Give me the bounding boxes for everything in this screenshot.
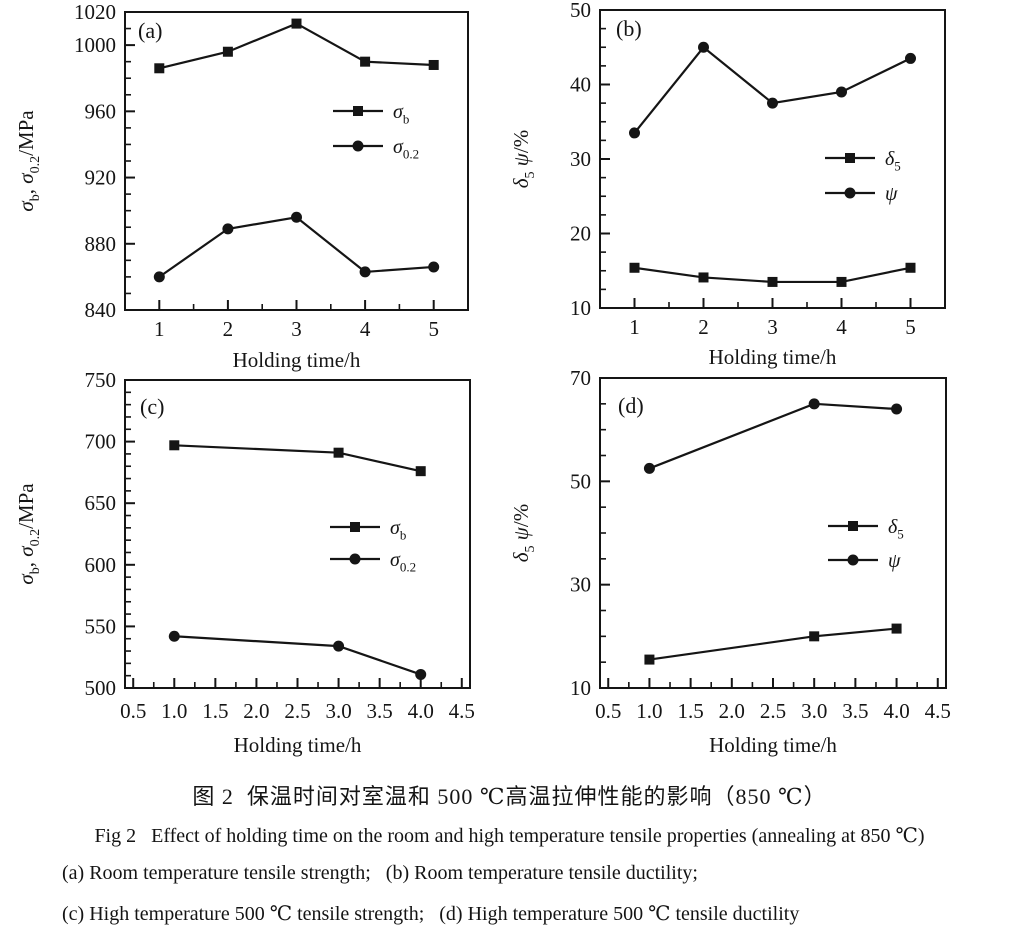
chart-b-axes: 1 2 3 4 5 10 20 30 40 50 <box>570 0 916 339</box>
chart-d-series-delta_5 <box>644 623 902 665</box>
chart-c-xlabel: Holding time/h <box>234 733 362 757</box>
svg-text:δ5: δ5 <box>885 148 901 174</box>
chart-a-ylabel: σb, σ0.2/MPa <box>14 110 43 212</box>
chart-d-series-psi <box>643 398 903 474</box>
chart-c-axes: 0.5 1.0 1.5 2.0 2.5 3.0 3.5 4.0 4.5 500 550 600 650 7… <box>85 368 475 723</box>
svg-text:70: 70 <box>570 366 591 390</box>
svg-text:2.5: 2.5 <box>760 699 786 723</box>
svg-text:4.5: 4.5 <box>925 699 951 723</box>
chart-a-series-sigma_0.2 <box>153 211 440 283</box>
svg-text:50: 50 <box>570 0 591 22</box>
chart-c-frame <box>124 379 471 689</box>
svg-text:4.0: 4.0 <box>883 699 909 723</box>
svg-text:1.5: 1.5 <box>202 699 228 723</box>
svg-text:0.5: 0.5 <box>595 699 621 723</box>
svg-text:5: 5 <box>905 315 916 339</box>
svg-text:650: 650 <box>85 491 117 515</box>
svg-text:1: 1 <box>629 315 640 339</box>
svg-text:3: 3 <box>767 315 778 339</box>
chart-a-xlabel: Holding time/h <box>233 348 361 372</box>
svg-text:1.0: 1.0 <box>161 699 187 723</box>
svg-text:4: 4 <box>360 317 371 341</box>
chart-d-ylabel: δ5 ψ/% <box>509 504 538 562</box>
svg-text:3: 3 <box>291 317 302 341</box>
svg-text:ψ: ψ <box>888 550 901 572</box>
svg-text:3.5: 3.5 <box>842 699 868 723</box>
svg-text:960: 960 <box>85 99 117 123</box>
chart-c: 0.5 1.0 1.5 2.0 2.5 3.0 3.5 4.0 4.5 500 550 600 650 7… <box>14 368 475 757</box>
chart-a-axes: 1 2 3 4 5 840 880 920 960 1000 1020 <box>74 0 439 341</box>
svg-text:30: 30 <box>570 573 591 597</box>
chart-d-axes: 0.5 1.0 1.5 2.0 2.5 3.0 3.5 4.0 4.5 10 30 50 70 <box>570 366 951 723</box>
caption-english: Fig 2 Effect of holding time on the room… <box>94 825 925 847</box>
svg-text:1.0: 1.0 <box>636 699 662 723</box>
svg-text:3.0: 3.0 <box>801 699 827 723</box>
svg-text:2: 2 <box>223 317 234 341</box>
svg-text:δ5: δ5 <box>888 516 904 542</box>
svg-text:2.5: 2.5 <box>284 699 310 723</box>
svg-text:20: 20 <box>570 222 591 246</box>
svg-text:920: 920 <box>85 166 117 190</box>
svg-text:0.5: 0.5 <box>120 699 146 723</box>
svg-text:σb: σb <box>393 101 409 127</box>
chart-c-panel-label: (c) <box>140 394 164 419</box>
chart-a-frame <box>124 11 469 311</box>
svg-text:550: 550 <box>85 614 117 638</box>
svg-text:4: 4 <box>836 315 847 339</box>
chart-a-panel-label: (a) <box>138 18 162 43</box>
svg-text:40: 40 <box>570 73 591 97</box>
chart-c-legend: σb σ0.2 <box>330 517 416 575</box>
chart-b-series-psi <box>629 41 916 139</box>
svg-text:2.0: 2.0 <box>719 699 745 723</box>
chart-a-legend: σb σ0.2 <box>333 101 419 162</box>
svg-text:750: 750 <box>85 368 117 392</box>
svg-text:1000: 1000 <box>74 33 116 57</box>
chart-b-series-delta_5 <box>629 262 916 287</box>
caption-subitems-ab: (a) Room temperature tensile strength; (… <box>62 862 698 884</box>
svg-text:1: 1 <box>154 317 165 341</box>
svg-text:1020: 1020 <box>74 0 116 24</box>
chart-a-series-sigma_b <box>154 18 439 74</box>
svg-text:30: 30 <box>570 147 591 171</box>
svg-text:σb: σb <box>390 517 406 543</box>
chart-d-xlabel: Holding time/h <box>709 733 837 757</box>
svg-text:2: 2 <box>698 315 709 339</box>
chart-c-series-sigma_0.2 <box>168 630 427 680</box>
svg-text:4.5: 4.5 <box>449 699 475 723</box>
svg-text:3.5: 3.5 <box>367 699 393 723</box>
charts-canvas: 1 2 3 4 584088092096010001020σbσ0.2(a)Holdin… <box>14 0 951 757</box>
chart-d-legend: δ5 ψ <box>828 516 904 572</box>
chart-c-series-sigma_b <box>169 440 426 477</box>
chart-b-legend: δ5 ψ <box>825 148 901 205</box>
chart-b-frame <box>599 9 946 309</box>
chart-b-xlabel: Holding time/h <box>709 345 837 369</box>
caption-chinese: 图 2 保温时间对室温和 500 ℃高温拉伸性能的影响（850 ℃） <box>192 784 827 809</box>
chart-b: 1 2 3 4 5 10 20 30 40 50 δ5 ψ (b) Holding time/h δ5 ψ/… <box>509 0 946 369</box>
chart-b-ylabel: δ5 ψ/% <box>509 130 538 188</box>
chart-d-frame <box>599 377 947 689</box>
svg-text:50: 50 <box>570 469 591 493</box>
chart-d: 0.5 1.0 1.5 2.0 2.5 3.0 3.5 4.0 4.5 10 30 50 70 δ5 ψ (d… <box>509 366 951 757</box>
svg-text:500: 500 <box>85 676 117 700</box>
svg-text:2.0: 2.0 <box>243 699 269 723</box>
chart-b-panel-label: (b) <box>616 16 642 41</box>
svg-text:4.0: 4.0 <box>408 699 434 723</box>
svg-text:5: 5 <box>428 317 439 341</box>
svg-text:10: 10 <box>570 296 591 320</box>
svg-text:700: 700 <box>85 430 117 454</box>
svg-text:10: 10 <box>570 676 591 700</box>
svg-text:ψ: ψ <box>885 183 898 205</box>
chart-c-ylabel: σb, σ0.2/MPa <box>14 483 43 585</box>
caption-subitems-cd: (c) High temperature 500 ℃ tensile stren… <box>62 903 800 925</box>
chart-a: 1 2 3 4 5 840 880 920 960 1000 1020 σb σ0.2 (a) Holdin… <box>14 0 469 372</box>
svg-text:3.0: 3.0 <box>325 699 351 723</box>
chart-d-panel-label: (d) <box>618 393 644 418</box>
svg-text:880: 880 <box>85 232 117 256</box>
svg-text:840: 840 <box>85 298 117 322</box>
svg-text:σ0.2: σ0.2 <box>393 136 419 162</box>
svg-text:600: 600 <box>85 553 117 577</box>
svg-text:1.5: 1.5 <box>677 699 703 723</box>
svg-text:σ0.2: σ0.2 <box>390 549 416 575</box>
